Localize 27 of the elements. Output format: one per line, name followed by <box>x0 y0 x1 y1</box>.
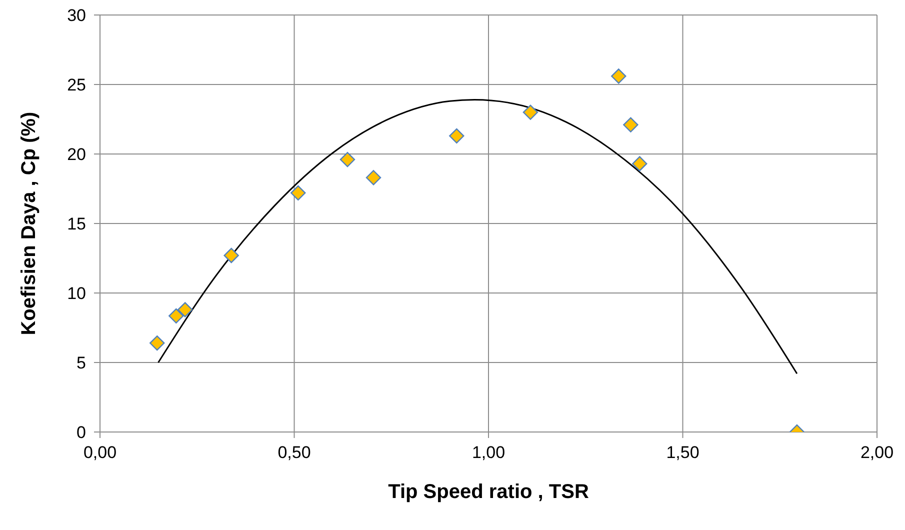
y-axis-title: Koefisien Daya , Cp (%) <box>18 112 40 336</box>
y-tick-label: 15 <box>67 214 86 234</box>
x-tick-label: 0,00 <box>83 443 117 462</box>
x-tick-label: 2,00 <box>860 443 894 462</box>
y-tick-label: 20 <box>67 145 86 164</box>
point <box>177 302 193 318</box>
point <box>449 128 464 144</box>
point <box>632 156 648 172</box>
y-tick-label: 25 <box>67 76 86 95</box>
point <box>623 117 638 132</box>
y-tick-label: 30 <box>67 6 86 26</box>
x-tick-label: 1,00 <box>472 443 506 462</box>
point <box>150 335 165 351</box>
y-tick-label: 10 <box>67 284 86 304</box>
x-axis-title: Tip Speed ratio , TSR <box>388 481 590 503</box>
point <box>340 152 356 168</box>
point <box>168 308 184 324</box>
x-tick-label: 1,50 <box>666 443 700 462</box>
point <box>366 170 382 186</box>
point <box>611 68 626 84</box>
line-series <box>158 99 798 374</box>
y-tick-label: 0 <box>76 423 86 442</box>
point <box>290 185 306 201</box>
x-tick-label: 0,50 <box>278 443 311 462</box>
y-tick-label: 5 <box>76 354 86 373</box>
point <box>522 104 538 120</box>
point <box>224 248 239 264</box>
